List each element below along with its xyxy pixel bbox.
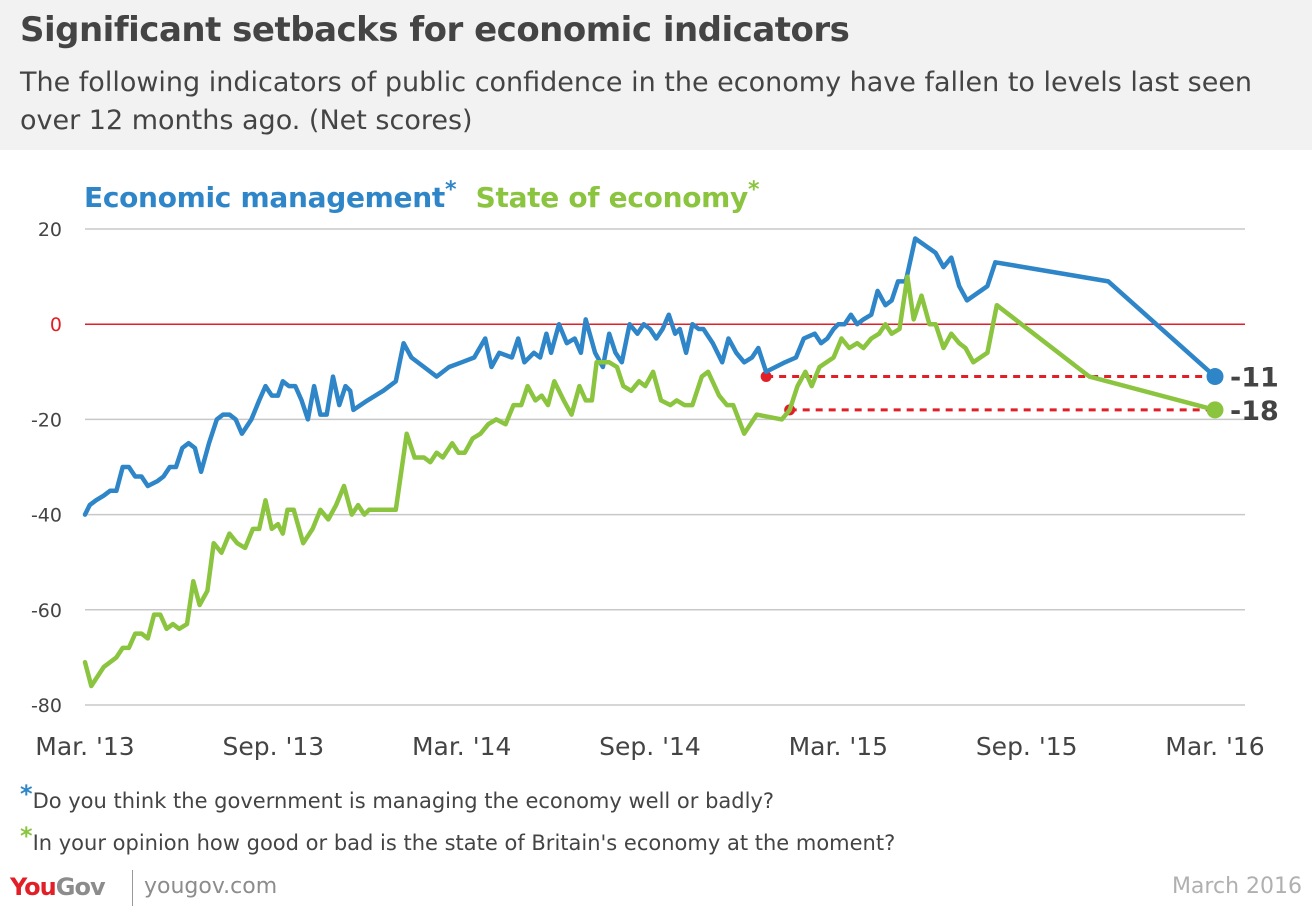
y-tick-label: -40: [31, 505, 62, 527]
y-tick-label: -60: [31, 600, 62, 622]
gridlines: [85, 228, 1245, 706]
legend-state-of-economy: State of economy*: [475, 178, 760, 215]
y-tick-label: 20: [38, 219, 62, 241]
x-tick-label: Mar. '13: [35, 732, 134, 761]
end-markers: -11-18: [1206, 363, 1279, 427]
footnote-economic-management: *Do you think the government is managing…: [20, 780, 775, 814]
y-tick-label: -80: [31, 695, 62, 717]
legend-label-state-of-economy: State of economy: [475, 181, 749, 215]
y-tick-label: -20: [31, 409, 62, 431]
series-lines: [82, 236, 1218, 689]
footnote-state-of-economy: *In your opinion how good or bad is the …: [20, 822, 896, 856]
end-value-label: -18: [1230, 396, 1279, 427]
logo-gov: Gov: [55, 873, 106, 901]
x-axis-ticks: Mar. '13 Sep. '13 Mar. '14 Sep. '14 Mar. '15…: [35, 732, 1264, 761]
x-tick-label: Mar. '14: [412, 732, 511, 761]
footer-divider: [132, 870, 133, 906]
end-point-marker: [1206, 368, 1224, 386]
asterisk-icon: *: [444, 178, 457, 203]
series-line-economic-management: [82, 236, 1218, 517]
reference-start-dot: [760, 371, 772, 383]
footer-url[interactable]: yougov.com: [144, 874, 278, 899]
footnote-text: In your opinion how good or bad is the s…: [32, 831, 896, 855]
legend-label-economic-management: Economic management: [84, 181, 445, 215]
x-tick-label: Sep. '13: [222, 732, 324, 761]
chart-subtitle: The following indicators of public confi…: [20, 67, 1253, 136]
asterisk-icon: *: [20, 822, 33, 850]
x-tick-label: Sep. '15: [976, 732, 1078, 761]
end-point-marker: [1206, 401, 1224, 419]
asterisk-icon: *: [748, 178, 760, 203]
footnote-text: Do you think the government is managing …: [32, 789, 775, 813]
x-tick-label: Sep. '14: [599, 732, 701, 761]
asterisk-icon: *: [20, 780, 33, 808]
yougov-logo: YouGov: [10, 873, 106, 901]
chart-title: Significant setbacks for economic indica…: [20, 10, 850, 50]
series-line-state-of-economy: [82, 274, 1218, 689]
x-tick-label: Mar. '15: [789, 732, 888, 761]
x-tick-label: Mar. '16: [1165, 732, 1264, 761]
legend-economic-management: Economic management*: [84, 178, 457, 215]
footer-date: March 2016: [1171, 874, 1302, 899]
y-tick-label: 0: [50, 314, 62, 336]
y-axis-ticks: 20 0 -20 -40 -60 -80: [31, 219, 62, 717]
logo-you: You: [10, 873, 57, 901]
legend: Economic management* State of economy*: [84, 178, 760, 215]
end-value-label: -11: [1230, 363, 1279, 394]
chart-header: Significant setbacks for economic indica…: [0, 0, 1312, 150]
